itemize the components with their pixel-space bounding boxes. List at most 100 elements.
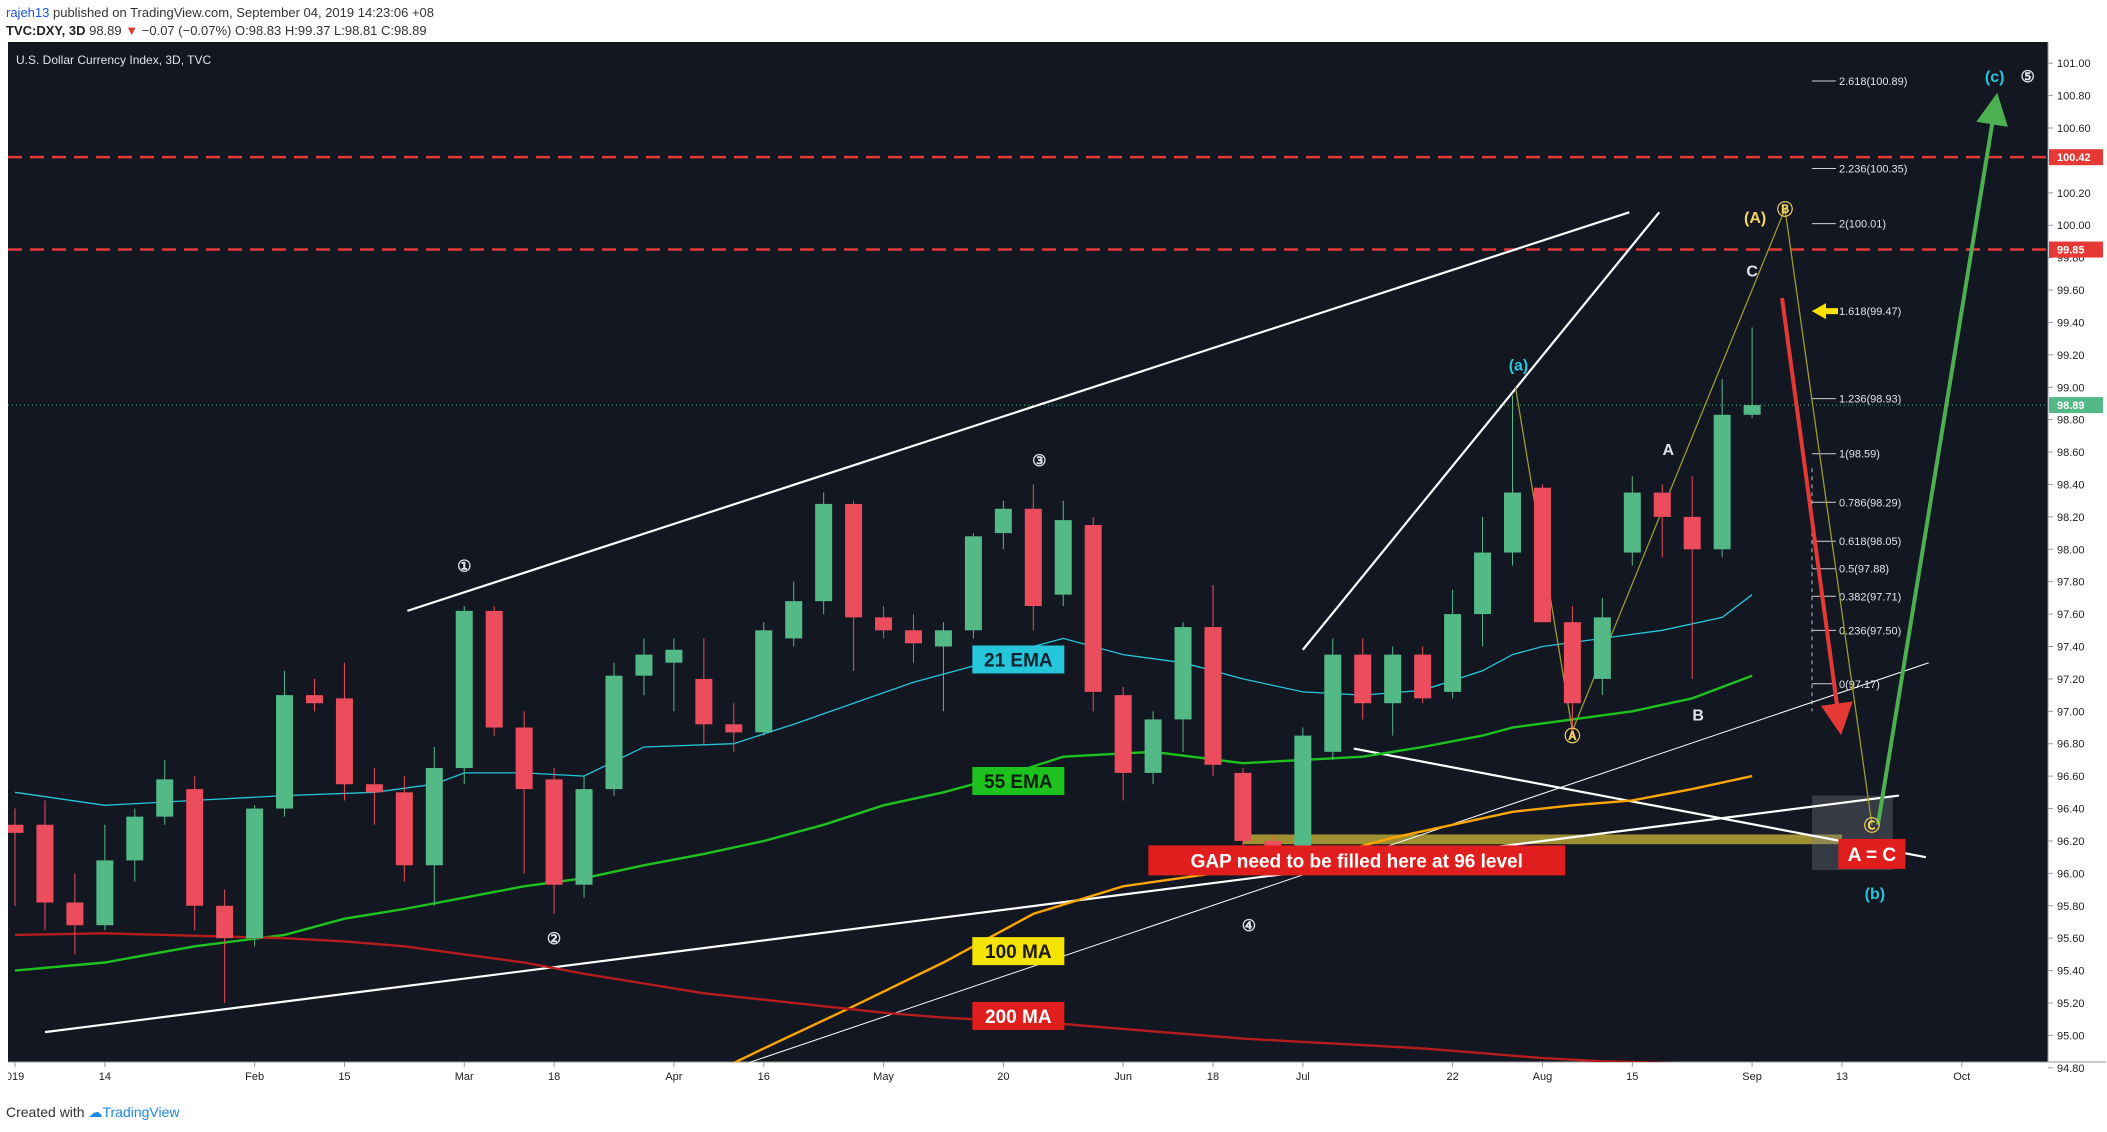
ma-label-text: 100 MA [985, 942, 1052, 963]
down-arrow-icon: ▼ [125, 23, 139, 38]
price-label-box [2049, 241, 2103, 258]
wave-label: (b) [1865, 886, 1885, 903]
y-tick-label: 98.20 [2057, 512, 2085, 524]
candle-body [994, 508, 1012, 534]
x-tick-label: 22 [1446, 1071, 1458, 1083]
y-tick-label: 100.20 [2057, 188, 2091, 200]
last-price: 98.89 [89, 23, 122, 38]
wave-label: ① [457, 559, 471, 576]
y-tick-label: 98.80 [2057, 415, 2085, 427]
y-tick-label: 97.20 [2057, 674, 2085, 686]
candle-body [455, 610, 473, 769]
trend-line [407, 211, 1630, 612]
gap-zone [1242, 834, 1842, 845]
y-tick-label: 99.60 [2057, 285, 2085, 297]
candle-body [815, 503, 833, 602]
candle-body [365, 784, 383, 793]
candle-body [66, 902, 84, 926]
fib-level-label: 0.786(98.29) [1839, 497, 1901, 509]
candle-body [934, 630, 952, 647]
wave-label: (a) [1509, 358, 1529, 375]
candle-body [964, 536, 982, 631]
x-tick-label: 019 [8, 1071, 24, 1083]
x-tick-label: Jun [1114, 1071, 1132, 1083]
fib-level-label: 2(100.01) [1839, 219, 1886, 231]
x-tick-label: 14 [99, 1071, 111, 1083]
y-tick-label: 101.00 [2057, 58, 2091, 70]
wave-label: B [1692, 708, 1704, 725]
candle-body [395, 792, 413, 866]
candle-body [755, 630, 773, 733]
y-tick-label: 96.00 [2057, 868, 2085, 880]
candle-body [1653, 492, 1671, 517]
candle-body [8, 824, 24, 833]
wave-label: Ⓑ [1777, 200, 1793, 219]
x-tick-label: Sep [1742, 1071, 1762, 1083]
tradingview-brand[interactable]: TradingView [102, 1104, 180, 1120]
x-tick-label: Jul [1296, 1071, 1310, 1083]
wave-label: A [1662, 442, 1674, 459]
trend-line [44, 794, 1899, 1034]
candle-body [1264, 840, 1282, 850]
x-tick-label: 18 [548, 1071, 560, 1083]
price-scale-background [2048, 42, 2106, 1062]
y-tick-label: 98.40 [2057, 479, 2085, 491]
price-label-box [2049, 149, 2103, 166]
tradingview-logo-icon: ☁ [88, 1104, 103, 1120]
fib-level-label: 1.236(98.93) [1839, 394, 1901, 406]
chart-title: U.S. Dollar Currency Index, 3D, TVC [16, 53, 212, 67]
candle-body [1593, 617, 1611, 679]
wave-label: ② [547, 931, 561, 948]
candle-body [1114, 695, 1132, 773]
ma-line [14, 932, 1679, 1062]
y-tick-label: 99.20 [2057, 350, 2085, 362]
y-tick-label: 96.80 [2057, 739, 2085, 751]
fib-level-label: 1.618(99.47) [1839, 306, 1901, 318]
candle-body [695, 678, 713, 725]
candle-body [1474, 552, 1492, 615]
candle-body [246, 808, 264, 939]
candle-body [186, 789, 204, 906]
candle-body [1533, 487, 1551, 623]
x-tick-label: Mar [455, 1071, 474, 1083]
ma-label-text: 200 MA [985, 1007, 1052, 1028]
bearish-arrow [1780, 297, 1853, 736]
x-tick-label: 13 [1836, 1071, 1848, 1083]
fib-level-label: 2.618(100.89) [1839, 76, 1908, 88]
fib-level-label: 0.382(97.71) [1839, 591, 1901, 603]
candle-body [1504, 492, 1521, 553]
chart-panel[interactable]: U.S. Dollar Currency Index, 3D, TVC 101.0… [8, 42, 2106, 1097]
wave-label: ③ [1032, 453, 1046, 470]
trend-line [1353, 747, 1927, 859]
candle-body [1204, 627, 1222, 765]
ohlc-values: O:98.83 H:99.37 L:98.81 C:98.89 [235, 23, 427, 38]
x-tick-label: 20 [997, 1071, 1009, 1083]
fib-level-label: 0.618(98.05) [1839, 536, 1901, 548]
candle-body [485, 610, 503, 728]
x-tick-label: 15 [1626, 1071, 1638, 1083]
price-chart[interactable]: U.S. Dollar Currency Index, 3D, TVC 101.0… [8, 42, 2106, 1097]
price-label-box [2049, 397, 2103, 414]
y-tick-label: 95.80 [2057, 901, 2085, 913]
candle-body [276, 695, 294, 809]
candle-body [1174, 627, 1192, 720]
ma-label-box [972, 645, 1065, 674]
y-tick-label: 96.60 [2057, 771, 2085, 783]
ma-label-text: 21 EMA [984, 650, 1053, 671]
candle-body [1294, 735, 1312, 850]
candle-body [335, 698, 353, 785]
ma-label-text: 55 EMA [984, 772, 1053, 793]
wave-label: (c) [1985, 69, 2005, 86]
fib-level-label: 0(97.17) [1839, 679, 1880, 691]
author-link[interactable]: rajeh13 [6, 5, 50, 20]
published-text: published on TradingView.com, September … [49, 5, 434, 20]
y-tick-label: 100.60 [2057, 123, 2091, 135]
candle-body [1354, 654, 1372, 704]
y-tick-label: 97.80 [2057, 577, 2085, 589]
y-tick-label: 97.00 [2057, 706, 2085, 718]
annotation-text: GAP need to be filled here at 96 level [1191, 851, 1523, 872]
candle-body [575, 789, 593, 885]
candle-body [1444, 614, 1462, 692]
symbol-label: TVC:DXY, 3D [6, 23, 86, 38]
bullish-arrow [1875, 92, 2008, 826]
